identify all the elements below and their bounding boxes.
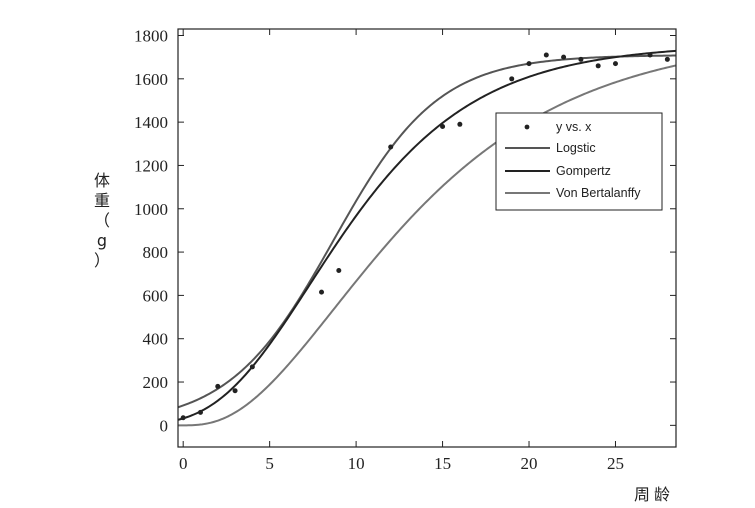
plot-area-frame [177, 28, 677, 448]
y-tick-label: 1600 [134, 70, 168, 89]
data-point [180, 415, 186, 421]
data-point [215, 383, 221, 389]
data-point [526, 61, 532, 67]
y-axis-label-char: 重 [94, 191, 110, 210]
y-tick-label: 1200 [134, 156, 168, 175]
data-point [647, 52, 653, 58]
y-tick-label: 400 [143, 330, 169, 349]
data-point [457, 121, 463, 127]
data-point [578, 56, 584, 62]
data-point [388, 144, 394, 150]
x-tick-label: 20 [521, 454, 538, 473]
data-point [509, 76, 515, 82]
x-axis-label-text: 周龄 [634, 485, 674, 504]
y-axis-label-char: ） [94, 251, 110, 270]
fitted-curves [178, 49, 676, 427]
y-tick-label: 0 [160, 416, 169, 435]
curve-bertalanffy [178, 64, 676, 427]
data-point [561, 54, 567, 60]
y-axis-ticks: 0 200 400 600 800 1000 1200 1400 1600 1800 [134, 26, 676, 435]
y-tick-label: 1000 [134, 200, 168, 219]
data-point [249, 364, 255, 370]
legend-label-scatter: y vs. x [556, 120, 592, 134]
y-axis-label-char: 体 [94, 171, 110, 190]
y-axis-label-char: （ [94, 211, 110, 230]
x-tick-label: 10 [348, 454, 365, 473]
data-point [440, 123, 446, 129]
data-point [197, 409, 203, 415]
y-axis-label-char: g [97, 231, 107, 250]
x-axis-label: 周龄 [634, 485, 674, 504]
legend: y vs. x Logstic Gompertz Von Bertalanffy [495, 112, 663, 211]
data-point [336, 267, 342, 273]
data-point [595, 63, 601, 69]
data-point [319, 289, 325, 295]
y-tick-label: 1400 [134, 113, 168, 132]
y-axis-label: 体重（g） [94, 171, 110, 270]
y-tick-label: 600 [143, 286, 169, 305]
y-tick-label: 800 [143, 243, 169, 262]
data-point [232, 388, 238, 394]
x-tick-label: 5 [265, 454, 274, 473]
y-tick-label: 200 [143, 373, 169, 392]
legend-label-bertalanffy: Von Bertalanffy [556, 186, 641, 200]
data-points [180, 52, 670, 421]
y-tick-label: 1800 [134, 26, 168, 45]
legend-label-logstic: Logstic [556, 141, 596, 155]
x-axis-ticks: 0 5 10 15 20 25 [179, 29, 624, 473]
x-tick-label: 15 [434, 454, 451, 473]
data-point [612, 61, 618, 67]
legend-marker-scatter [524, 124, 530, 130]
x-tick-label: 0 [179, 454, 188, 473]
data-point [543, 52, 549, 58]
curve-gompertz [178, 49, 676, 421]
x-tick-label: 25 [607, 454, 624, 473]
legend-label-gompertz: Gompertz [556, 164, 611, 178]
data-point [664, 56, 670, 62]
curve-logistic [178, 54, 676, 409]
